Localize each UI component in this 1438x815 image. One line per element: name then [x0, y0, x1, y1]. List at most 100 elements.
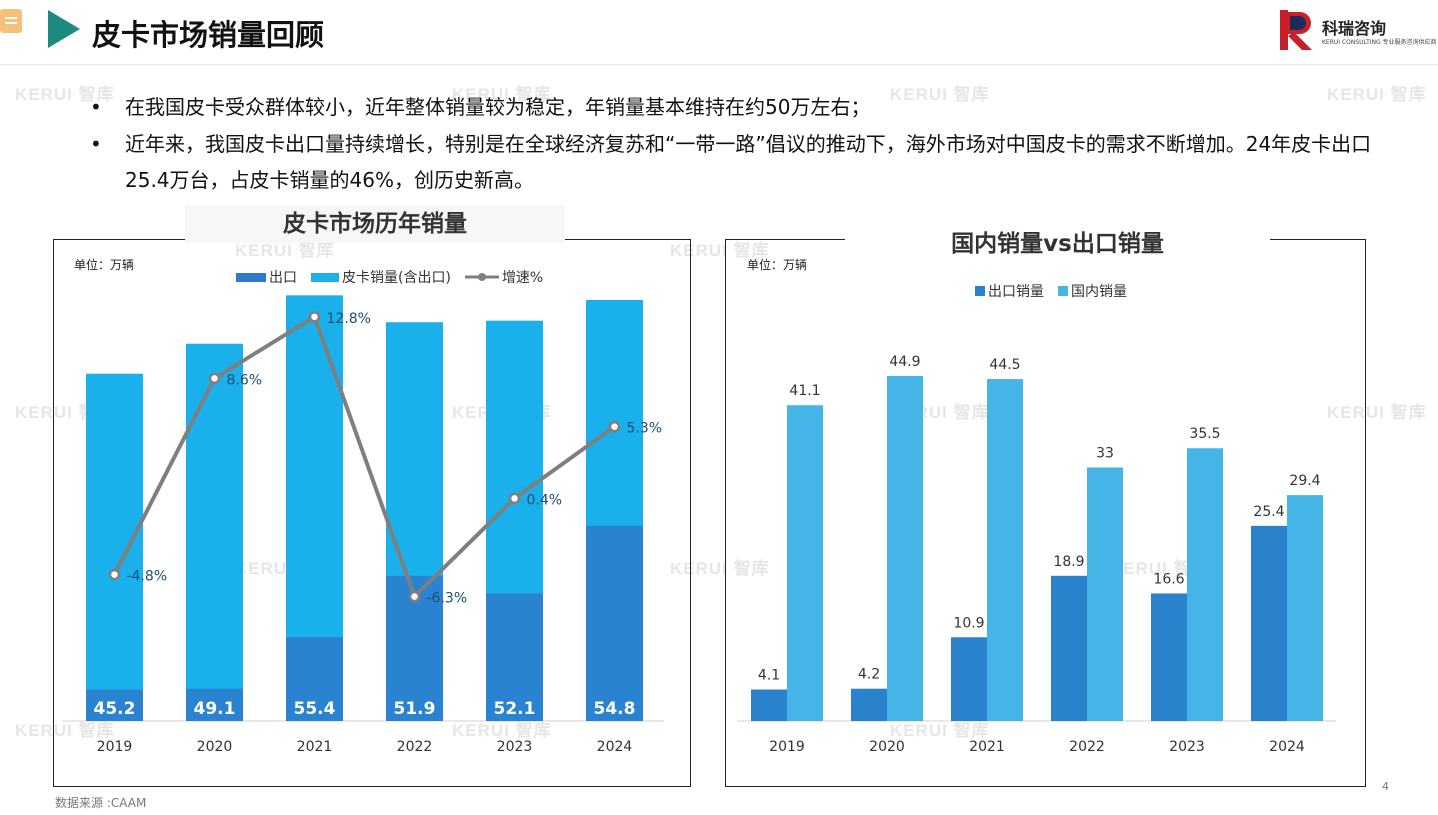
legend-label: 国内销量	[1071, 284, 1127, 300]
export-value-label: 25.4	[1253, 504, 1284, 520]
export-bar	[86, 689, 143, 721]
legend-swatch	[311, 272, 339, 282]
growth-label: 12.8%	[327, 311, 371, 327]
legend-swatch	[975, 286, 985, 296]
domestic-value-label: 35.5	[1189, 426, 1220, 442]
export-value-label: 18.9	[1053, 554, 1084, 570]
domestic-value-label: 33	[1096, 445, 1114, 461]
legend-label: 皮卡销量(含出口)	[342, 270, 451, 286]
total-sales-label: 45.2	[94, 699, 136, 719]
page-title: 皮卡市场销量回顾	[92, 18, 325, 52]
legend-item-export: 出口销量	[975, 281, 1044, 301]
growth-point	[208, 372, 221, 385]
export-sales-bar	[851, 688, 887, 721]
compare-chart-unit: 单位：万辆	[747, 258, 808, 272]
domestic-sales-bar	[887, 376, 923, 721]
history-sales-chart-title: 皮卡市场历年销量	[185, 205, 565, 243]
growth-line	[112, 314, 616, 599]
growth-point	[308, 311, 321, 323]
legend-item-total: 皮卡销量(含出口)	[311, 267, 451, 287]
x-tick-label: 2020	[869, 739, 905, 755]
x-tick-label: 2019	[769, 739, 805, 755]
domestic-value-label: 44.5	[989, 357, 1020, 373]
bullet-item: 近年来，我国皮卡出口量持续增长，特别是在全球经济复苏和“一带一路”倡议的推动下，…	[90, 126, 1390, 198]
total-sales-label: 51.9	[394, 699, 436, 719]
watermark-text: KERUI 智库	[670, 241, 770, 260]
watermark-text: KERUI 智库	[670, 559, 770, 578]
compare-chart-legend: 出口销量 国内销量	[975, 281, 1127, 301]
legend-label: 增速%	[501, 270, 544, 286]
total-sales-label: 49.1	[194, 699, 236, 719]
bullet-item: 在我国皮卡受众群体较小，近年整体销量较为稳定，年销量基本维持在约50万左右；	[90, 88, 1390, 126]
x-tick-label: 2023	[497, 739, 533, 755]
logo: 科瑞咨询 KERUI CONSULTING 专业服务咨询供应商	[1280, 10, 1437, 54]
growth-label: -6.3%	[427, 591, 468, 607]
page-number: 4	[1382, 780, 1389, 793]
x-tick-label: 2024	[1269, 739, 1305, 755]
history-chart-legend: 出口 皮卡销量(含出口) 增速%	[236, 267, 543, 287]
export-value-label: 10.9	[953, 615, 984, 631]
total-sales-bar	[186, 343, 243, 721]
x-tick-label: 2021	[969, 739, 1005, 755]
title-arrow-icon	[48, 10, 80, 48]
domestic-sales-bar	[787, 405, 823, 721]
watermark-text: KERUI 智库	[1110, 559, 1210, 578]
growth-point	[608, 420, 621, 433]
watermark-text: KERUI 智库	[452, 721, 552, 740]
x-tick-label: 2024	[597, 739, 633, 755]
export-sales-bar	[751, 689, 787, 721]
domestic-value-label: 41.1	[789, 383, 820, 399]
export-bar	[286, 637, 343, 721]
total-sales-label: 55.4	[294, 699, 336, 719]
x-tick-label: 2022	[397, 739, 433, 755]
x-tick-label: 2019	[97, 739, 133, 755]
header-divider	[0, 64, 1438, 65]
total-sales-label: 54.8	[594, 699, 636, 719]
growth-point	[408, 590, 421, 603]
domestic-vs-export-chart-title: 国内销量vs出口销量	[845, 225, 1270, 263]
legend-swatch	[236, 272, 266, 282]
domestic-sales-bar	[987, 379, 1023, 721]
domestic-sales-bar	[1087, 467, 1123, 721]
domestic-sales-bar	[1187, 448, 1223, 721]
total-sales-label: 52.1	[494, 699, 536, 719]
export-bar	[186, 688, 243, 721]
x-tick-label: 2022	[1069, 739, 1105, 755]
legend-label: 出口销量	[988, 284, 1044, 300]
legend-label: 出口	[269, 270, 297, 286]
logo-name: 科瑞咨询	[1322, 19, 1387, 38]
export-sales-bar	[1251, 525, 1287, 721]
logo-subtitle: KERUI CONSULTING 专业服务咨询供应商	[1322, 39, 1437, 46]
export-sales-bar	[951, 637, 987, 721]
export-value-label: 4.2	[858, 667, 880, 683]
growth-label: 8.6%	[227, 372, 263, 388]
history-chart-unit: 单位：万辆	[74, 258, 135, 272]
export-value-label: 16.6	[1153, 571, 1184, 587]
export-value-label: 4.1	[758, 667, 780, 683]
growth-point	[508, 492, 521, 505]
growth-label: -4.8%	[127, 569, 168, 585]
watermark-text: KERUI 智库	[15, 85, 115, 104]
x-tick-label: 2020	[197, 739, 233, 755]
total-sales-bar	[86, 373, 143, 721]
watermark-text: KERUI 智库	[235, 241, 335, 260]
growth-label: 5.3%	[627, 421, 663, 437]
legend-item-growth: 增速%	[464, 267, 544, 287]
export-bar	[586, 525, 643, 721]
legend-line-swatch	[464, 273, 499, 281]
export-sales-bar	[1051, 575, 1087, 721]
legend-item-export: 出口	[236, 267, 297, 287]
watermark-text: KERUI 智库	[1327, 403, 1427, 422]
watermark-text: KERUI 智库	[15, 721, 115, 740]
domestic-sales-bar	[1287, 495, 1323, 721]
growth-label: 0.4%	[527, 492, 563, 508]
watermark-text: KERUI 智库	[890, 721, 990, 740]
export-sales-bar	[1151, 593, 1187, 721]
growth-point	[108, 568, 121, 581]
summary-bullets: 在我国皮卡受众群体较小，近年整体销量较为稳定，年销量基本维持在约50万左右； 近…	[90, 88, 1390, 198]
data-source-note: 数据来源 :CAAM	[55, 796, 147, 810]
legend-swatch	[1058, 286, 1068, 296]
logo-mark-icon	[1280, 10, 1312, 50]
